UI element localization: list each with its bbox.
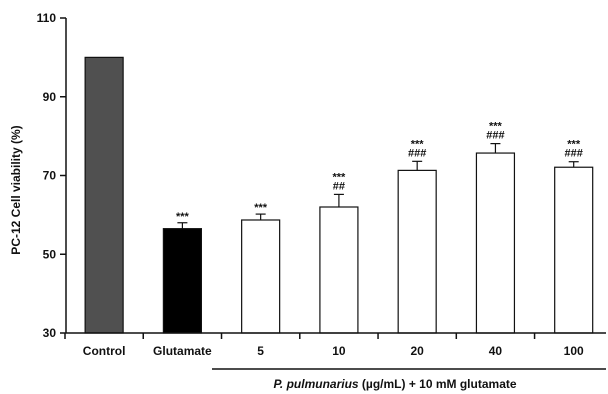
x-tick-label: 100 (564, 344, 584, 358)
bar (84, 56, 124, 334)
group-label-species: P. pulmunarius (273, 377, 358, 391)
x-tick-label: 5 (257, 344, 264, 358)
bar (475, 152, 516, 334)
significance-star: *** (567, 139, 581, 151)
y-tick-label: 70 (43, 169, 57, 183)
y-axis-label: PC-12 Cell viability (%) (9, 125, 23, 254)
bar (162, 228, 202, 334)
significance-star: *** (176, 211, 190, 223)
y-tick-label: 90 (43, 90, 57, 104)
x-tick-label: 20 (410, 344, 424, 358)
y-tick-label: 30 (43, 326, 57, 340)
significance-star: *** (254, 202, 268, 214)
x-tick-label: 40 (489, 344, 503, 358)
significance-star: *** (411, 138, 425, 150)
x-tick-label: Glutamate (153, 344, 212, 358)
significance-hash: ### (486, 130, 504, 142)
x-tick-label: 10 (332, 344, 346, 358)
significance-hash: ## (333, 180, 345, 192)
y-tick-label: 50 (43, 247, 57, 261)
bar (319, 206, 359, 334)
y-axis: 30 50 70 90 110 (37, 11, 67, 340)
group-label-condition: (µg/mL) + 10 mM glutamate (359, 377, 517, 391)
significance-star: *** (332, 171, 346, 183)
bar (241, 219, 281, 334)
significance-star: *** (489, 121, 503, 133)
bar (397, 169, 437, 334)
significance-hash: ### (565, 148, 583, 160)
y-tick-label: 110 (37, 11, 57, 25)
x-tick-label: Control (83, 344, 126, 358)
bar (554, 166, 594, 334)
significance-hash: ### (408, 147, 426, 159)
bars: ******##***###***###***###*** (84, 56, 594, 334)
group-label: P. pulmunarius (µg/mL) + 10 mM glutamate (273, 377, 516, 391)
x-axis: Control Glutamate 5 10 20 40 100 (64, 332, 606, 358)
